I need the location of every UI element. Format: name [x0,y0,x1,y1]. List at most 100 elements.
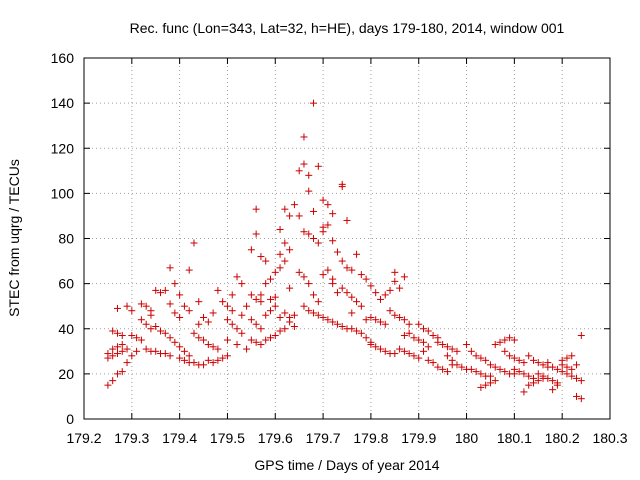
data-point [491,363,499,371]
data-point [386,307,394,315]
data-point [338,257,346,265]
data-point [491,377,499,385]
data-point [553,381,561,389]
data-point [396,284,404,292]
data-point [247,291,255,299]
y-tick-label: 140 [51,95,75,111]
data-point [281,205,289,213]
data-point [525,352,533,360]
data-point [376,345,384,353]
data-point [525,381,533,389]
data-point [510,336,518,344]
data-point [247,246,255,254]
axis-ticks [83,57,611,420]
data-point [391,311,399,319]
x-tick-label: 180.2 [545,430,580,446]
data-point [525,372,533,380]
data-point [343,289,351,297]
x-tick-label: 179.7 [306,430,341,446]
data-point [549,377,557,385]
x-tick-label: 179.6 [258,430,293,446]
data-point [300,133,308,141]
data-point [434,363,442,371]
data-point [252,205,260,213]
data-point [219,354,227,362]
data-point [319,228,327,236]
data-point [348,293,356,301]
data-point [314,311,322,319]
data-point [458,363,466,371]
data-point [405,320,413,328]
data-point [405,350,413,358]
data-point [553,365,561,373]
data-point [348,266,356,274]
data-point [453,347,461,355]
data-point [276,313,284,321]
data-point [573,392,581,400]
data-point [501,336,509,344]
data-point [204,341,212,349]
data-point [190,329,198,337]
data-point [185,266,193,274]
plot-frame [83,57,611,420]
data-point [152,322,160,330]
data-point [185,307,193,315]
data-point [424,327,432,335]
data-point [223,302,231,310]
data-point [386,286,394,294]
data-point [443,352,451,360]
data-point [333,289,341,297]
data-point [420,347,428,355]
data-point [233,325,241,333]
data-point [142,345,150,353]
data-point [324,221,332,229]
data-point [223,352,231,360]
data-point [400,316,408,324]
data-point [147,325,155,333]
data-point [219,298,227,306]
data-point [319,313,327,321]
data-point [534,377,542,385]
data-point [310,309,318,317]
data-point [290,201,298,209]
data-point [200,336,208,344]
data-point [357,329,365,337]
data-point [214,356,222,364]
data-point [166,264,174,272]
data-point [257,325,265,333]
data-point [300,273,308,281]
data-point [491,341,499,349]
data-point [343,264,351,272]
data-point [415,354,423,362]
data-point [568,372,576,380]
data-point [305,307,313,315]
data-point [286,284,294,292]
data-point [534,359,542,367]
data-point [558,361,566,369]
data-point [276,264,284,272]
data-point [376,318,384,326]
data-point [262,311,270,319]
x-tick-label: 179.9 [401,430,436,446]
data-point [262,280,270,288]
data-point [396,345,404,353]
x-tick-label: 180.3 [592,430,627,446]
data-point [367,313,375,321]
data-point [271,302,279,310]
y-tick-labels: 0 20 40 60 80 100 120 140 160 [51,50,75,427]
data-point [113,370,121,378]
data-point [372,316,380,324]
data-point [128,332,136,340]
data-point [501,368,509,376]
data-point [209,343,217,351]
data-point [180,356,188,364]
x-tick-label: 179.2 [66,430,101,446]
data-point [577,377,585,385]
data-point [515,356,523,364]
data-point [324,201,332,209]
data-point [372,289,380,297]
data-point [161,329,169,337]
data-point [443,368,451,376]
data-point [314,162,322,170]
